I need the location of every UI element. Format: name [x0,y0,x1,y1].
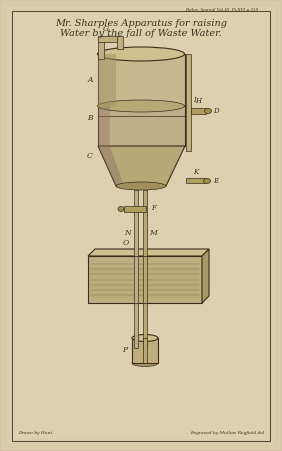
Text: K: K [193,168,199,176]
Bar [186,178,205,183]
Ellipse shape [116,182,166,190]
Bar [134,256,138,303]
Text: A: A [87,76,93,84]
Bar [98,106,110,146]
Text: E: E [213,177,218,185]
Bar [88,256,202,303]
Bar [143,190,147,256]
Bar [117,36,123,49]
Bar [98,36,120,42]
Ellipse shape [98,47,184,61]
Bar [186,54,191,151]
Text: G: G [103,25,109,33]
Text: Engraved by Mutlow Regfield del: Engraved by Mutlow Regfield del [190,431,264,435]
Text: O: O [123,239,129,247]
Bar [143,256,147,303]
Bar [98,39,104,59]
Bar [191,108,206,114]
Bar [132,338,158,363]
Ellipse shape [132,335,158,341]
Text: Drawn by Hunt.: Drawn by Hunt. [18,431,54,435]
Text: I: I [193,96,196,104]
Text: N: N [124,229,131,237]
Text: F: F [151,204,156,212]
Polygon shape [98,146,124,186]
Polygon shape [98,146,185,186]
Text: Mr. Sharples Apparatus for raising: Mr. Sharples Apparatus for raising [55,19,227,28]
Text: B: B [87,114,93,122]
Bar [143,303,147,348]
Ellipse shape [132,359,158,367]
Text: D: D [213,107,219,115]
Ellipse shape [204,179,210,184]
Bar [90,267,200,298]
Text: Philos. Journal Vol.III. Pt.XVI p.319: Philos. Journal Vol.III. Pt.XVI p.319 [185,8,258,12]
Text: C: C [87,152,93,160]
Bar [134,303,138,348]
Text: H: H [195,97,201,105]
Ellipse shape [204,109,212,114]
Text: P: P [122,346,127,354]
Polygon shape [202,249,209,303]
Bar [124,206,146,212]
Bar [134,190,138,256]
Polygon shape [88,249,209,256]
Bar [98,54,185,106]
Ellipse shape [118,207,124,212]
Bar [98,54,116,106]
Bar [143,338,147,363]
Bar [98,106,185,146]
Text: Water by the fall of Waste Water.: Water by the fall of Waste Water. [60,29,222,38]
Ellipse shape [98,100,184,112]
Text: M: M [149,229,157,237]
